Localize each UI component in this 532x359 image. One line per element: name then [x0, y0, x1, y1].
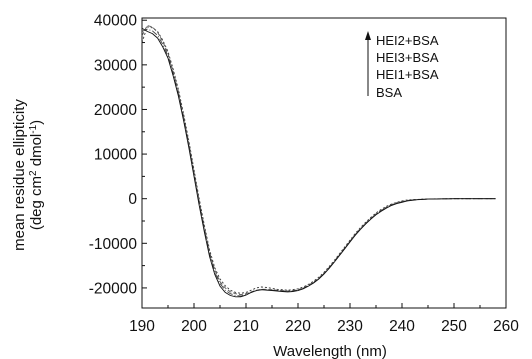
series-line-hei1-bsa [141, 28, 496, 297]
series-line-hei2-bsa [141, 26, 496, 294]
y-axis-label: mean residue ellipticity (deg cm2 dmol-1… [11, 99, 45, 251]
series-lines [141, 25, 496, 298]
x-tick-label: 260 [493, 318, 519, 335]
y-tick-label: 40000 [94, 13, 137, 30]
x-tick-label: 220 [285, 318, 311, 335]
y-axis-label-main: mean residue ellipticity [11, 99, 28, 251]
legend: HEI2+BSA HEI3+BSA HEI1+BSA BSA [365, 31, 439, 100]
y-tick-label: 20000 [94, 102, 137, 119]
y-tick-label: -20000 [89, 280, 138, 297]
x-axis-ticks: 190 200 210 220 230 240 250 260 [129, 303, 519, 335]
x-tick-label: 200 [181, 318, 207, 335]
legend-entry-2: HEI1+BSA [376, 67, 439, 82]
plot-frame [141, 17, 507, 309]
plot-area [141, 17, 507, 309]
legend-entry-1: HEI3+BSA [376, 50, 439, 65]
x-tick-label: 250 [441, 318, 467, 335]
y-tick-label: 10000 [94, 147, 137, 164]
series-line-hei3-bsa [141, 25, 496, 296]
legend-entry-3: BSA [376, 85, 402, 100]
y-axis-label-units: (deg cm2 dmol-1) [28, 120, 45, 230]
legend-entry-0: HEI2+BSA [376, 33, 439, 48]
x-tick-label: 190 [129, 318, 155, 335]
y-tick-label: -10000 [89, 236, 138, 253]
x-axis-label: Wavelength (nm) [273, 343, 387, 359]
y-axis-ticks: -20000 -10000 0 10000 20000 30000 40000 [89, 13, 147, 297]
legend-arrow-head-icon [365, 31, 371, 40]
y-tick-label: 30000 [94, 57, 137, 74]
x-tick-label: 210 [233, 318, 259, 335]
x-tick-label: 230 [337, 318, 363, 335]
series-line-bsa [141, 27, 496, 298]
y-tick-label: 0 [128, 191, 137, 208]
x-tick-label: 240 [389, 318, 415, 335]
